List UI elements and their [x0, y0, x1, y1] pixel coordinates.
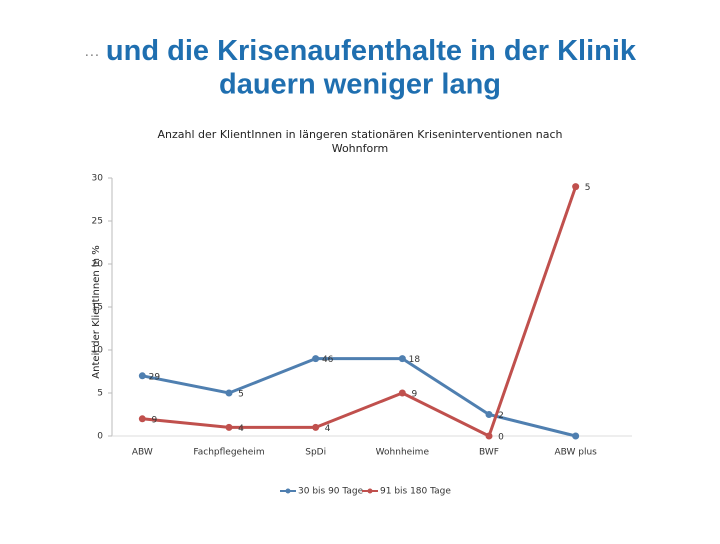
legend-marker [285, 488, 291, 494]
data-point [398, 355, 406, 363]
point-label: 4 [325, 424, 331, 434]
point-label: 29 [149, 372, 161, 382]
point-label: 18 [409, 355, 421, 365]
point-label: 0 [498, 433, 504, 443]
data-point [312, 355, 320, 363]
point-label: 46 [322, 355, 334, 365]
y-tick-label: 25 [92, 217, 103, 227]
data-point [572, 432, 580, 440]
data-point [398, 389, 406, 397]
y-tick-label: 30 [92, 174, 104, 184]
x-tick-label: ABW [132, 448, 153, 458]
point-label: 2 [498, 411, 504, 421]
point-label: 5 [585, 183, 591, 193]
chart-title: Anzahl der KlientInnen in längeren stati… [157, 128, 563, 155]
y-tick-label: 0 [97, 432, 103, 442]
slide-title: … und die Krisenaufenthalte in der Klinik [84, 35, 637, 67]
point-label: 9 [151, 415, 157, 425]
legend-label: 91 bis 180 Tage [380, 487, 451, 497]
x-tick-label: BWF [479, 448, 499, 458]
series-line [142, 186, 578, 439]
x-tick-label: Wohnheime [376, 448, 430, 458]
legend-label: 30 bis 90 Tage [298, 487, 364, 497]
y-tick-label: 10 [92, 346, 104, 356]
x-tick-label: ABW plus [554, 448, 597, 458]
y-axis-label: Anteil der KlientInnen in % [91, 245, 102, 378]
point-label: 9 [411, 390, 417, 400]
data-point [485, 432, 493, 440]
data-point [138, 372, 146, 380]
point-label: 5 [238, 390, 244, 400]
data-point [312, 423, 320, 431]
y-tick-label: 20 [92, 260, 104, 270]
y-tick-label: 5 [97, 389, 103, 399]
title-line: dauern weniger lang [219, 69, 501, 101]
x-tick-label: Fachpflegeheim [193, 448, 264, 458]
series-line [142, 357, 577, 438]
point-label: 4 [238, 424, 244, 434]
y-tick-label: 15 [92, 303, 103, 313]
data-point [485, 411, 493, 418]
chart-title-box: Anzahl der KlientInnen in längeren stati… [157, 128, 563, 155]
x-tick-label: SpDi [305, 448, 326, 458]
data-point [225, 389, 233, 397]
legend-marker [367, 488, 373, 494]
data-point [138, 415, 146, 423]
title-line: und die Krisenaufenthalte in der Klinik [106, 35, 637, 67]
data-point [572, 183, 580, 191]
data-point [225, 423, 233, 431]
title-prefix: … [84, 43, 100, 60]
